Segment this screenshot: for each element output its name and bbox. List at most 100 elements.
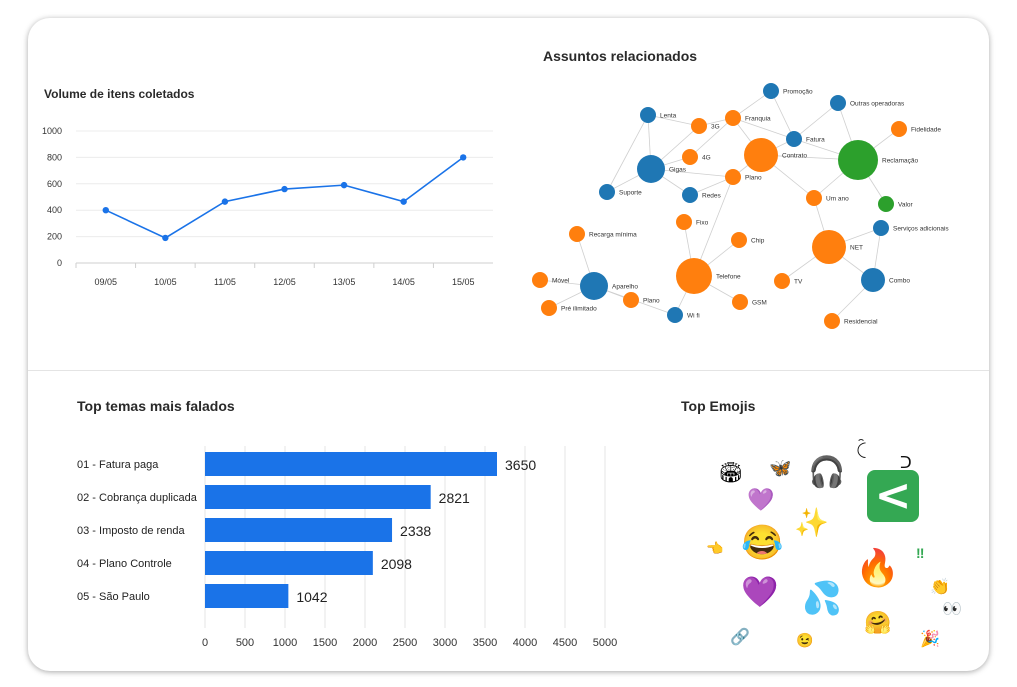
network-node — [623, 292, 639, 308]
network-node-label: Pré ilimitado — [561, 306, 597, 313]
network-node — [682, 187, 698, 203]
x-tick-label: 2000 — [353, 637, 377, 648]
network-node-label: Wi fi — [687, 313, 700, 320]
category-label: 05 - São Paulo — [77, 591, 150, 603]
network-node — [682, 149, 698, 165]
network-node-label: Móvel — [552, 278, 570, 285]
network-node-label: Contrato — [782, 153, 807, 160]
x-tick-label: 13/05 — [333, 277, 356, 287]
clapping-hands-emoji: 👏 — [930, 580, 950, 596]
network-node — [744, 138, 778, 172]
network-node — [731, 232, 747, 248]
x-tick-label: 14/05 — [392, 277, 415, 287]
butterfly-emoji: 🦋 — [769, 459, 791, 477]
network-node — [667, 307, 683, 323]
party-popper-emoji: 🎉 — [920, 632, 940, 648]
bar — [205, 518, 392, 542]
category-label: 02 - Cobrança duplicada — [77, 492, 198, 504]
data-point — [222, 198, 228, 204]
network-node-label: Suporte — [619, 190, 642, 197]
network-node-label: Residencial — [844, 319, 878, 326]
network-node-label: TV — [794, 279, 803, 286]
data-point — [460, 154, 466, 160]
y-tick-label: 600 — [47, 179, 62, 189]
network-node-label: Reclamação — [882, 158, 919, 165]
network-node-label: Combo — [889, 278, 910, 285]
x-tick-label: 500 — [236, 637, 254, 648]
sweat-droplets-emoji: 💦 — [802, 582, 842, 614]
network-node — [812, 230, 846, 264]
network-node — [891, 121, 907, 137]
network-node-label: 3G — [711, 124, 720, 131]
x-tick-label: 4500 — [553, 637, 577, 648]
bar — [205, 551, 373, 575]
y-tick-label: 800 — [47, 152, 62, 162]
line-chart-title: Volume de itens coletados — [44, 87, 194, 101]
network-node-label: NET — [850, 245, 863, 252]
value-label: 1042 — [296, 589, 327, 605]
link-emoji: 🔗 — [730, 630, 750, 646]
network-node — [676, 258, 712, 294]
x-tick-label: 1500 — [313, 637, 337, 648]
category-label: 01 - Fatura paga — [77, 459, 159, 471]
network-node — [838, 140, 878, 180]
fire-emoji: 🔥 — [855, 550, 900, 586]
network-node — [873, 220, 889, 236]
bar — [205, 452, 497, 476]
network-edge — [794, 103, 838, 139]
network-node-label: Fidelidade — [911, 127, 941, 134]
network-node — [725, 110, 741, 126]
network-node — [878, 196, 894, 212]
crying-laughing-emoji: 😂 — [741, 526, 783, 560]
network-node-label: Recarga mínima — [589, 232, 637, 239]
network-node — [640, 107, 656, 123]
network-node-label: Chip — [751, 238, 765, 245]
y-tick-label: 400 — [47, 205, 62, 215]
sparkles-emoji: ✨ — [794, 509, 829, 537]
x-tick-label: 15/05 — [452, 277, 475, 287]
section-divider — [28, 370, 989, 371]
x-tick-label: 10/05 — [154, 277, 177, 287]
network-node — [806, 190, 822, 206]
network-node-label: Lenta — [660, 113, 677, 120]
network-node-label: Um ano — [826, 196, 849, 203]
network-node-label: Fatura — [806, 137, 825, 144]
network-node-label: Fixo — [696, 220, 709, 227]
value-label: 2338 — [400, 523, 431, 539]
x-tick-label: 11/05 — [214, 277, 236, 287]
y-tick-label: 1000 — [42, 126, 62, 136]
network-node — [830, 95, 846, 111]
mu-symbol-emoji: ꉓ — [854, 444, 868, 462]
bar-chart: 0 500 1000 1500 2000 2500 3000 3500 4000 4500 5000… — [28, 438, 668, 648]
network-node-label: Valor — [898, 202, 914, 209]
double-exclamation-emoji: ‼ — [916, 546, 924, 560]
x-tick-label: 12/05 — [273, 277, 296, 287]
network-node-label: Gigas — [669, 167, 687, 174]
network-node-label: 4G — [702, 155, 711, 162]
network-node — [732, 294, 748, 310]
network-node-label: Plano — [745, 175, 762, 182]
data-point — [103, 207, 109, 213]
network-node — [676, 214, 692, 230]
x-tick-label: 0 — [202, 637, 208, 648]
network-node-label: Plano — [643, 298, 660, 305]
network-node-label: Promoção — [783, 89, 813, 96]
network-node-label: GSM — [752, 300, 767, 307]
stadium-emoji: 🏟 — [718, 463, 743, 483]
headphones-emoji: 🎧 — [808, 458, 845, 488]
bar — [205, 584, 288, 608]
network-graph: Lenta 3G Franquia Promoção Outras operadoras… — [518, 73, 988, 363]
network-node — [861, 268, 885, 292]
network-edge — [607, 115, 648, 192]
emoji-title: Top Emojis — [681, 398, 755, 414]
bar — [205, 485, 431, 509]
x-tick-label: 4000 — [513, 637, 537, 648]
eyes-emoji: 👀 — [942, 602, 962, 618]
purple-heart-outline-emoji: 💜 — [747, 489, 774, 511]
data-point — [281, 186, 287, 192]
network-node — [569, 226, 585, 242]
value-label: 2821 — [439, 490, 470, 506]
network-node-label: Aparelho — [612, 284, 638, 291]
data-point — [341, 182, 347, 188]
network-node — [774, 273, 790, 289]
